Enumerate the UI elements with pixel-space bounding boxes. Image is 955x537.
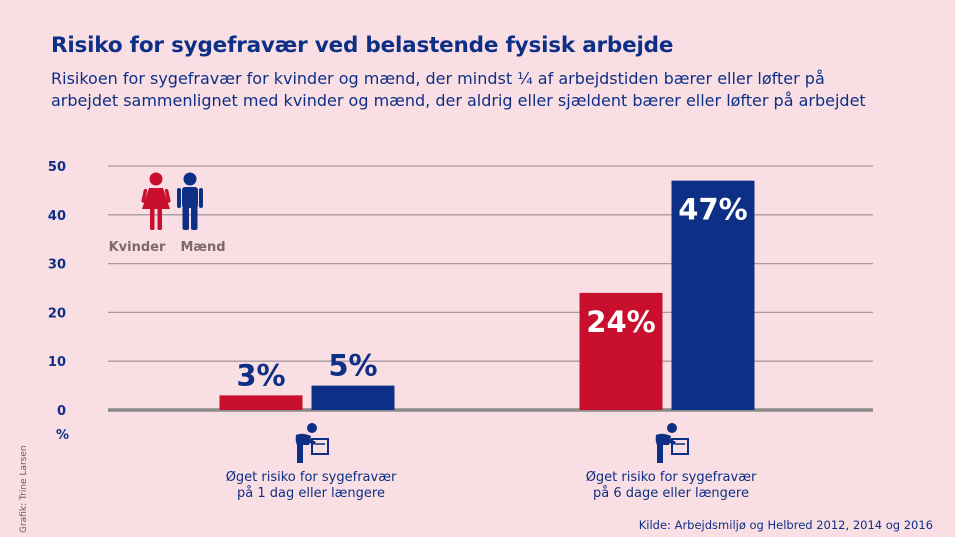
y-axis-unit: % xyxy=(56,428,69,443)
man-icon xyxy=(177,172,203,230)
source-note: Kilde: Arbejdsmiljø og Helbred 2012, 201… xyxy=(638,518,933,532)
y-tick-label: 40 xyxy=(48,209,66,224)
category-label: Øget risiko for sygefravær xyxy=(226,470,397,485)
category-label: Øget risiko for sygefravær xyxy=(586,470,757,485)
bar-data-label: 47% xyxy=(678,193,747,227)
legend-label-women: Kvinder xyxy=(109,240,166,255)
graphic-credit: Grafik: Trine Larsen xyxy=(19,445,29,533)
bar-data-label: 3% xyxy=(236,358,285,392)
bar xyxy=(671,180,755,410)
person-lifting-box-icon xyxy=(295,423,329,463)
person-lifting-box-icon xyxy=(655,423,689,463)
category-label: på 6 dage eller længere xyxy=(593,486,749,501)
y-tick-label: 0 xyxy=(57,404,66,419)
y-tick-label: 50 xyxy=(48,160,66,175)
y-tick-label: 30 xyxy=(48,258,66,273)
subtitle-line-1: Risikoen for sygefravær for kvinder og m… xyxy=(51,69,825,88)
bar xyxy=(311,385,395,410)
legend-label-men: Mænd xyxy=(180,240,225,255)
y-tick-label: 10 xyxy=(48,355,66,370)
bar-data-label: 24% xyxy=(586,305,655,339)
category-label: på 1 dag eller længere xyxy=(237,486,385,501)
chart-subtitle: Risikoen for sygefravær for kvinder og m… xyxy=(51,68,941,112)
y-tick-label: 20 xyxy=(48,306,66,321)
subtitle-line-2: arbejdet sammenlignet med kvinder og mæn… xyxy=(51,91,866,110)
bar xyxy=(219,395,303,410)
bar xyxy=(579,292,663,410)
woman-icon xyxy=(141,172,171,230)
chart-title: Risiko for sygefravær ved belastende fys… xyxy=(51,33,674,58)
bar-data-label: 5% xyxy=(328,349,377,383)
